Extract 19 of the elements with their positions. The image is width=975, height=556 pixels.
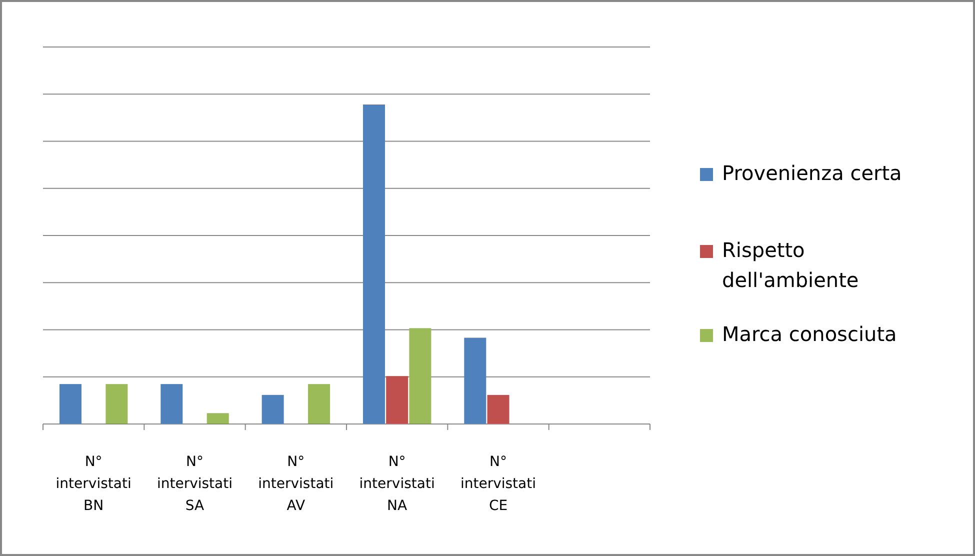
- x-tick-label: N° intervistati CE: [460, 454, 536, 514]
- bar: [464, 338, 486, 424]
- x-tick-label: N° intervistati SA: [156, 454, 233, 514]
- legend-label: Provenienza certa: [722, 161, 902, 185]
- bar: [160, 384, 183, 424]
- bar: [409, 328, 432, 424]
- legend-label: Marca conosciuta: [722, 322, 897, 346]
- bar: [386, 376, 408, 424]
- bar: [59, 384, 82, 424]
- x-tick-label: N° intervistati AV: [258, 454, 334, 514]
- legend-label: Rispetto dell'ambiente: [722, 238, 859, 292]
- bar: [262, 394, 284, 424]
- bar: [308, 384, 330, 424]
- bar: [106, 384, 128, 424]
- bar: [206, 413, 229, 424]
- x-tick-label: N° intervistati NA: [359, 454, 435, 514]
- bar: [487, 394, 510, 424]
- bar: [362, 104, 385, 424]
- x-tick-label: N° intervistati BN: [56, 454, 132, 514]
